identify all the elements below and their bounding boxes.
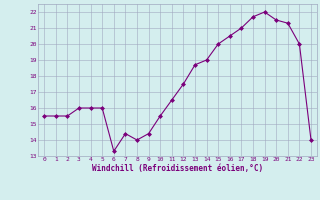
X-axis label: Windchill (Refroidissement éolien,°C): Windchill (Refroidissement éolien,°C) (92, 164, 263, 173)
